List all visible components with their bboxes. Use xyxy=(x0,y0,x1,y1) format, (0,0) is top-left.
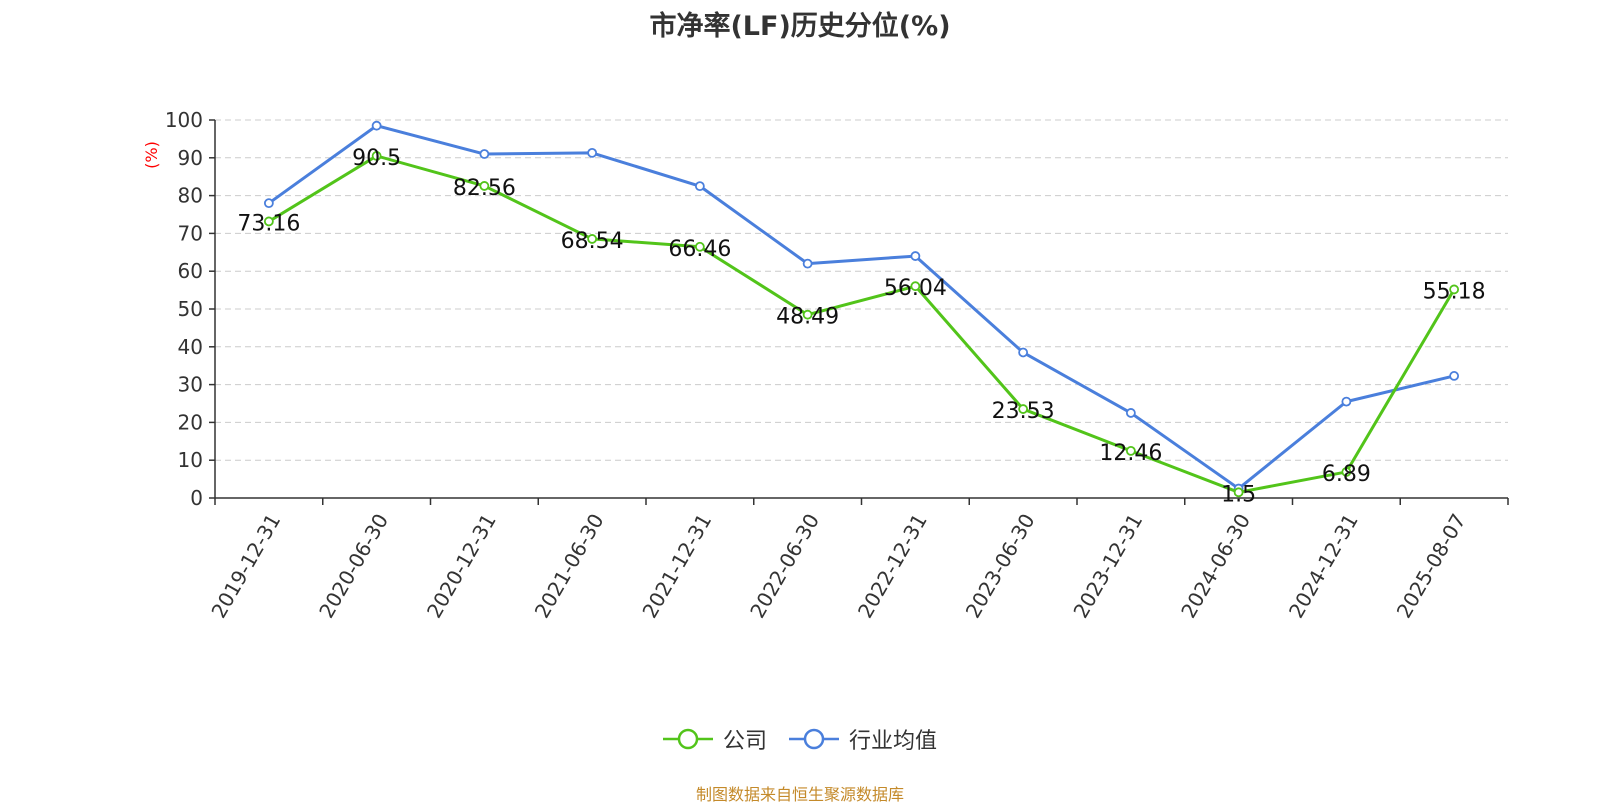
data-point[interactable] xyxy=(1341,467,1352,477)
data-label: 55.18 xyxy=(1423,279,1486,304)
data-label: 1.5 xyxy=(1221,482,1256,507)
series-company xyxy=(263,151,1460,498)
legend-swatch-marker xyxy=(803,728,825,750)
legend-item-company[interactable]: 公司 xyxy=(662,723,767,755)
x-tick-label: 2022-06-30 xyxy=(745,510,824,623)
data-label: 90.5 xyxy=(352,146,401,171)
data-point[interactable] xyxy=(694,181,705,192)
x-tick-label: 2021-06-30 xyxy=(530,510,609,623)
chart-title: 市净率(LF)历史分位(%) xyxy=(649,11,951,42)
y-tick-label: 30 xyxy=(178,373,203,397)
x-tick-label: 2021-12-31 xyxy=(637,510,716,623)
data-point[interactable] xyxy=(371,120,382,131)
x-tick-label: 2023-06-30 xyxy=(961,510,1040,623)
x-tick-label: 2022-12-31 xyxy=(853,510,932,623)
grid-layer xyxy=(215,119,1508,461)
data-label: 12.46 xyxy=(1099,441,1162,466)
x-tick-label: 2020-06-30 xyxy=(314,510,393,623)
y-tick-label: 90 xyxy=(178,146,203,170)
data-point[interactable] xyxy=(479,149,490,159)
y-tick-label: 20 xyxy=(178,410,203,434)
series-industry-average xyxy=(263,120,1460,494)
data-point[interactable] xyxy=(910,281,921,292)
source-note: 制图数据来自恒生聚源数据库 xyxy=(695,785,904,804)
data-point[interactable] xyxy=(1233,487,1244,498)
data-point[interactable] xyxy=(1125,408,1136,418)
data-point[interactable] xyxy=(371,151,382,161)
y-tick-label: 80 xyxy=(178,184,203,208)
x-tick-label: 2025-08-07 xyxy=(1392,510,1471,623)
data-point[interactable] xyxy=(1449,371,1460,381)
data-label: 73.16 xyxy=(237,211,300,236)
data-point[interactable] xyxy=(694,241,705,252)
data-label: 82.56 xyxy=(453,176,516,201)
y-tick-label: 70 xyxy=(178,221,203,245)
series-layer xyxy=(263,120,1460,498)
data-label: 23.53 xyxy=(992,399,1055,424)
x-tick-label: 2019-12-31 xyxy=(206,510,285,623)
legend-label: 公司 xyxy=(722,729,767,754)
data-point[interactable] xyxy=(1018,347,1029,358)
x-tick-label: 2024-06-30 xyxy=(1176,510,1255,623)
legend-swatch-marker xyxy=(677,728,699,750)
x-tick-label: 2024-12-31 xyxy=(1284,510,1363,623)
y-tick-label: 60 xyxy=(178,259,203,283)
data-point[interactable] xyxy=(802,309,813,320)
data-label: 68.54 xyxy=(561,229,624,254)
data-point[interactable] xyxy=(802,258,813,269)
data-point[interactable] xyxy=(587,147,598,158)
legend-line-circle-icon xyxy=(662,728,713,750)
y-tick-label: 40 xyxy=(178,335,203,359)
data-label: 66.46 xyxy=(668,237,731,262)
y-axis-label: (%) xyxy=(142,141,161,169)
data-point[interactable] xyxy=(479,181,490,191)
legend-line-circle-icon xyxy=(789,728,839,750)
series-line xyxy=(268,154,1456,494)
x-tick-label: 2023-12-31 xyxy=(1068,510,1147,623)
data-point[interactable] xyxy=(263,198,274,209)
y-tick-label: 0 xyxy=(190,486,203,510)
data-point[interactable] xyxy=(1449,284,1460,295)
axis-layer: 0 10 20 30 40 50 60 70 80 90 100 2019-12-31 2020-06-… xyxy=(165,108,1509,623)
data-point[interactable] xyxy=(910,251,921,261)
y-tick-label: 50 xyxy=(178,297,203,321)
data-point[interactable] xyxy=(1125,446,1136,456)
data-label: 48.49 xyxy=(776,305,839,330)
y-tick-label: 100 xyxy=(165,108,203,132)
y-tick-label: 10 xyxy=(178,448,203,472)
legend-item-industry-average[interactable]: 行业均值 xyxy=(789,723,937,755)
x-tick-label: 2020-12-31 xyxy=(422,510,501,623)
data-point[interactable] xyxy=(1341,396,1352,407)
legend-label: 行业均值 xyxy=(849,729,938,754)
series-line xyxy=(267,124,1455,491)
data-label: 6.89 xyxy=(1322,462,1371,487)
data-point[interactable] xyxy=(1018,404,1029,414)
data-point[interactable] xyxy=(263,216,274,227)
data-label: 56.04 xyxy=(884,276,947,301)
data-label-layer: 73.16 90.5 82.56 68.54 66.46 48.49 56.04 23.53 1… xyxy=(237,146,1485,507)
data-point[interactable] xyxy=(587,234,598,244)
legend: 公司 行业均值 xyxy=(0,723,1600,755)
